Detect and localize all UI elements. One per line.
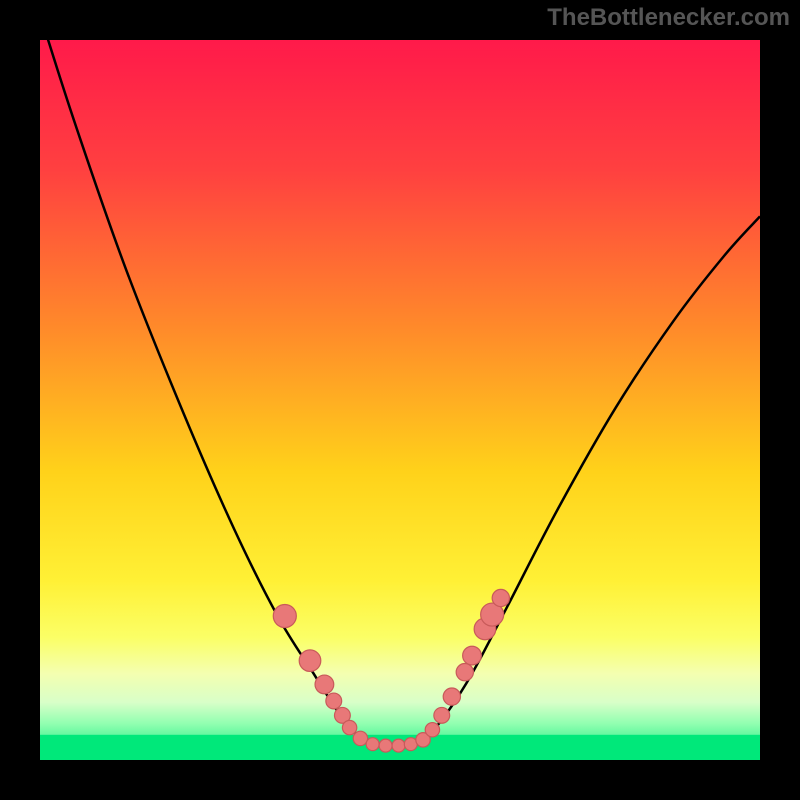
data-marker — [299, 650, 321, 672]
data-marker — [463, 646, 482, 665]
data-marker — [326, 693, 342, 709]
watermark-text: TheBottlenecker.com — [547, 4, 790, 32]
data-marker — [434, 707, 450, 723]
gradient-background — [40, 40, 760, 760]
data-marker — [273, 604, 296, 627]
data-marker — [342, 720, 356, 734]
data-marker — [315, 675, 334, 694]
data-marker — [379, 739, 392, 752]
data-marker — [353, 731, 367, 745]
data-marker — [443, 688, 460, 705]
plot-svg — [40, 40, 760, 760]
data-marker — [366, 738, 379, 751]
data-marker — [425, 723, 439, 737]
plot-area — [40, 40, 760, 760]
outer-frame: TheBottlenecker.com — [0, 0, 800, 800]
data-marker — [392, 739, 405, 752]
data-marker — [456, 664, 473, 681]
data-marker — [492, 589, 509, 606]
